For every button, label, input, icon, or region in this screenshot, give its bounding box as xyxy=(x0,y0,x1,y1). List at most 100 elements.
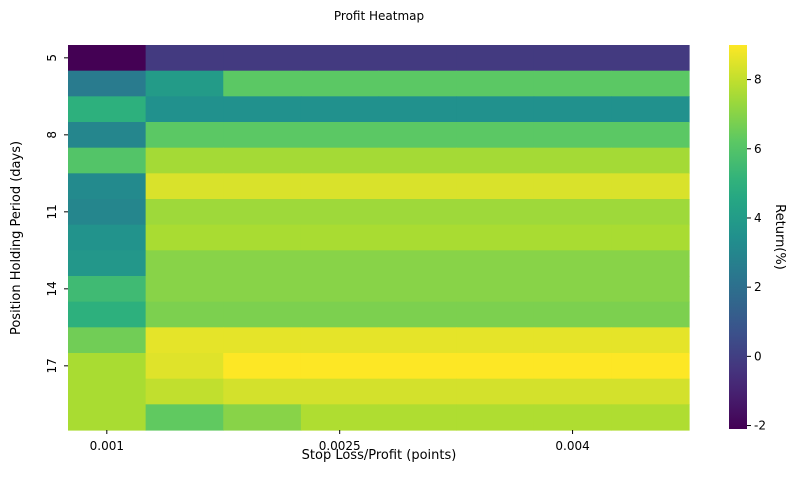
heatmap-cell xyxy=(223,404,302,431)
heatmap-cell xyxy=(223,147,302,174)
x-axis-ticks: 0.001 0.0025 0.004 xyxy=(90,430,590,453)
heatmap-cell xyxy=(456,301,535,328)
heatmap-cell xyxy=(456,378,535,405)
heatmap-cell xyxy=(68,378,147,405)
heatmap-cell xyxy=(456,147,535,174)
heatmap-cell xyxy=(533,276,612,303)
heatmap-cell xyxy=(378,96,457,123)
heatmap-cell xyxy=(223,353,302,380)
heatmap-cell xyxy=(611,96,690,123)
heatmap-cell xyxy=(378,353,457,380)
heatmap-cell xyxy=(68,122,147,149)
heatmap-cell xyxy=(456,173,535,200)
heatmap-cell xyxy=(533,301,612,328)
heatmap-cell xyxy=(68,96,147,123)
heatmap-cell xyxy=(300,378,380,405)
heatmap-cell xyxy=(68,276,147,303)
heatmap-cell xyxy=(533,404,612,431)
heatmap-cell xyxy=(300,301,380,328)
heatmap-cell xyxy=(378,199,457,226)
heatmap-cell xyxy=(378,378,457,405)
heatmap-cell xyxy=(533,147,612,174)
y-axis-ticks: 5 8 11 14 17 xyxy=(45,54,68,373)
heatmap-cell xyxy=(378,122,457,149)
heatmap-cell xyxy=(68,199,147,226)
y-tick-label: 11 xyxy=(45,204,59,219)
heatmap-cell xyxy=(378,45,457,72)
heatmap-cell xyxy=(223,199,302,226)
y-tick-label: 14 xyxy=(45,281,59,296)
heatmap-cell xyxy=(223,173,302,200)
heatmap-cell xyxy=(456,404,535,431)
heatmap-cell xyxy=(456,199,535,226)
x-tick-label: 0.0025 xyxy=(319,439,361,453)
heatmap-cell xyxy=(223,327,302,354)
heatmap-cell xyxy=(611,353,690,380)
heatmap-cell xyxy=(533,224,612,251)
heatmap-cell xyxy=(456,45,535,72)
heatmap-cell xyxy=(378,327,457,354)
heatmap-cell xyxy=(223,224,302,251)
heatmap-cell xyxy=(611,327,690,354)
heatmap-cell xyxy=(533,173,612,200)
y-tick-label: 5 xyxy=(45,54,59,62)
heatmap-cell xyxy=(145,45,224,72)
heatmap-cell xyxy=(378,276,457,303)
x-tick-label: 0.004 xyxy=(555,439,589,453)
heatmap-cell xyxy=(611,404,690,431)
heatmap-cell xyxy=(611,122,690,149)
heatmap-cell xyxy=(300,199,380,226)
heatmap-cell xyxy=(378,147,457,174)
heatmap-cell xyxy=(300,327,380,354)
heatmap-cell xyxy=(533,353,612,380)
colorbar-tick-label: 4 xyxy=(754,211,762,225)
x-tick-label: 0.001 xyxy=(90,439,124,453)
heatmap-cell xyxy=(145,276,224,303)
heatmap-cell xyxy=(611,45,690,72)
heatmap-cell xyxy=(145,353,224,380)
heatmap-cell xyxy=(300,224,380,251)
colorbar xyxy=(729,45,747,429)
heatmap-cell xyxy=(456,353,535,380)
heatmap-cell xyxy=(68,173,147,200)
heatmap-cell xyxy=(611,70,690,97)
heatmap-cell xyxy=(145,378,224,405)
heatmap-cell xyxy=(68,353,147,380)
heatmap-cell xyxy=(68,45,147,72)
x-axis-label: Stop Loss/Profit (points) xyxy=(302,448,457,463)
heatmap-cell xyxy=(378,173,457,200)
y-tick-label: 17 xyxy=(45,358,59,373)
heatmap-cell xyxy=(456,96,535,123)
heatmap-cell xyxy=(611,301,690,328)
heatmap-cell xyxy=(456,122,535,149)
heatmap-cell xyxy=(300,147,380,174)
chart-title: Profit Heatmap xyxy=(334,9,424,23)
heatmap-cells xyxy=(68,45,690,431)
heatmap-cell xyxy=(145,122,224,149)
heatmap-cell xyxy=(68,404,147,431)
heatmap-cell xyxy=(145,173,224,200)
heatmap-cell xyxy=(145,250,224,277)
heatmap-cell xyxy=(611,147,690,174)
heatmap-cell xyxy=(456,250,535,277)
heatmap-cell xyxy=(533,45,612,72)
heatmap-cell xyxy=(611,173,690,200)
heatmap-cell xyxy=(378,224,457,251)
heatmap-cell xyxy=(145,301,224,328)
heatmap-cell xyxy=(223,250,302,277)
colorbar-label: Return(%) xyxy=(772,204,787,270)
heatmap-cell xyxy=(611,276,690,303)
y-axis-label: Position Holding Period (days) xyxy=(9,141,24,335)
heatmap-cell xyxy=(378,301,457,328)
heatmap-cell xyxy=(611,199,690,226)
heatmap-cell xyxy=(223,70,302,97)
heatmap-cell xyxy=(300,122,380,149)
heatmap-cell xyxy=(533,96,612,123)
heatmap-cell xyxy=(145,199,224,226)
heatmap-cell xyxy=(68,70,147,97)
heatmap-cell xyxy=(533,70,612,97)
y-tick-label: 8 xyxy=(45,131,59,139)
heatmap-cell xyxy=(68,224,147,251)
heatmap-cell xyxy=(378,70,457,97)
